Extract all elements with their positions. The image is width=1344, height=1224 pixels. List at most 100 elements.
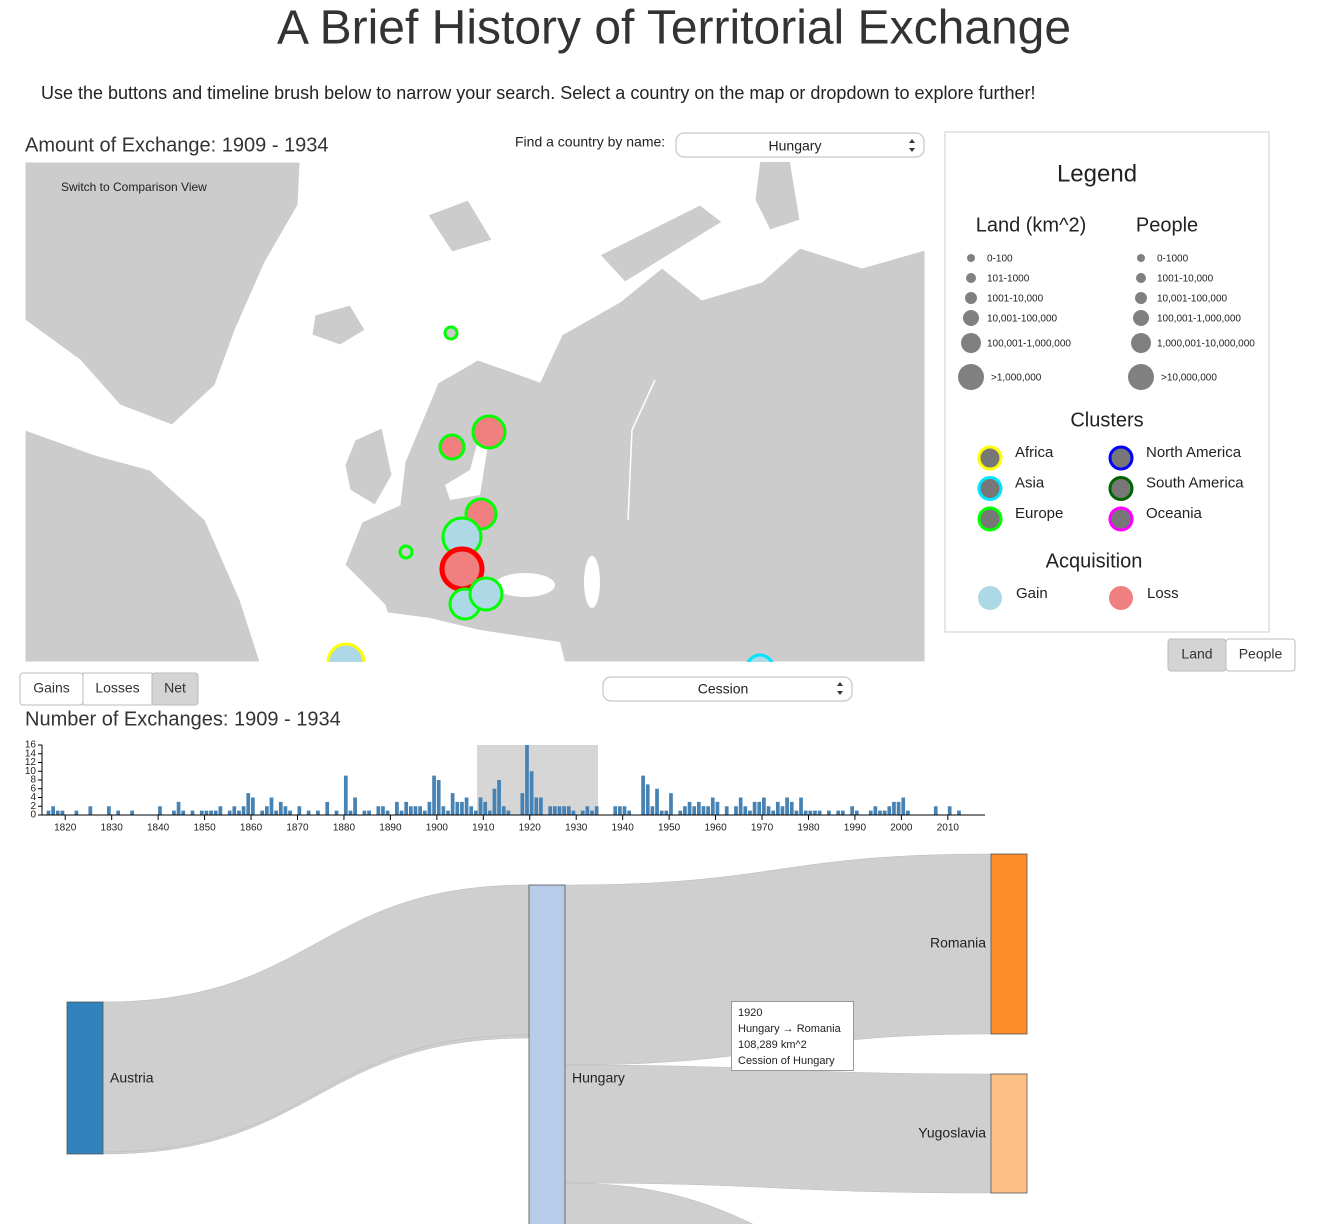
button-label[interactable]: Losses — [95, 680, 139, 696]
sankey-node[interactable] — [990, 853, 1028, 1035]
bar — [474, 810, 478, 815]
size-swatch — [1137, 254, 1145, 262]
bar — [552, 806, 557, 815]
bar — [325, 801, 330, 815]
bar — [789, 801, 794, 815]
bar — [687, 801, 692, 815]
x-tick-label: 1850 — [193, 823, 216, 834]
country-select[interactable]: Hungary — [675, 132, 925, 158]
bar — [854, 810, 859, 815]
bar — [227, 810, 232, 815]
people-title: People — [1136, 214, 1198, 236]
bar — [585, 806, 590, 815]
size-swatch — [1128, 364, 1154, 390]
y-tick-label: 2 — [30, 801, 36, 812]
button[interactable] — [151, 672, 199, 706]
size-swatch — [961, 333, 981, 353]
sankey-node-label: Hungary — [572, 1070, 625, 1086]
button-label[interactable]: People — [1239, 646, 1283, 662]
bar — [580, 810, 585, 815]
bar — [803, 810, 808, 815]
map-circle[interactable] — [398, 544, 414, 560]
bar — [650, 806, 655, 815]
bar — [506, 810, 511, 815]
bar — [60, 810, 65, 815]
button[interactable] — [82, 672, 153, 706]
bar — [766, 806, 771, 815]
buttons: Gains Losses Net Land People — [19, 638, 1296, 706]
bar — [715, 801, 720, 815]
bar — [780, 806, 785, 815]
sankey-node-label: Yugoslavia — [918, 1125, 986, 1141]
size-label: 100,001-1,000,000 — [987, 339, 1071, 350]
bar — [497, 780, 501, 815]
bar — [878, 810, 882, 815]
select-box[interactable] — [675, 132, 925, 158]
map-circles — [326, 325, 774, 681]
bar — [172, 810, 176, 815]
map[interactable]: Switch to Comparison View — [25, 160, 925, 681]
bar — [701, 806, 706, 815]
map-circle[interactable] — [471, 414, 507, 450]
legend-box — [944, 131, 1270, 633]
bar — [422, 810, 427, 815]
bar — [316, 810, 320, 815]
map-circle[interactable] — [326, 642, 366, 680]
bar — [436, 780, 441, 815]
sankey-node-label: Romania — [930, 935, 986, 951]
bar — [873, 806, 878, 815]
y-tick-label: 4 — [30, 792, 36, 803]
type-select[interactable]: Cession — [602, 676, 853, 702]
sankey-node[interactable] — [66, 1001, 104, 1155]
bar — [882, 810, 887, 815]
select-value[interactable]: Hungary — [769, 138, 822, 154]
button-label[interactable]: Gains — [33, 680, 70, 696]
bar — [204, 810, 209, 815]
instructions: Use the buttons and timeline brush below… — [41, 83, 1036, 103]
bar — [836, 810, 841, 815]
view-toggle[interactable]: Switch to Comparison View — [61, 180, 207, 194]
bar — [376, 806, 381, 815]
button-label[interactable]: Net — [164, 680, 186, 696]
cluster-label: North America — [1146, 444, 1242, 461]
bar — [752, 801, 757, 815]
bar — [478, 797, 483, 815]
map-circle[interactable] — [746, 653, 774, 681]
sankey-node-label: Austria — [110, 1070, 154, 1086]
bar — [641, 775, 645, 815]
bar — [706, 806, 710, 815]
bar — [799, 797, 803, 815]
histogram-title: Number of Exchanges: 1909 - 1934 — [25, 708, 341, 730]
acquisition-title: Acquisition — [1046, 550, 1143, 572]
bar — [399, 810, 404, 815]
button[interactable] — [1225, 638, 1296, 672]
map-circle[interactable] — [443, 325, 459, 341]
sankey-node[interactable] — [528, 884, 566, 1224]
size-swatch — [1135, 292, 1147, 304]
tooltip-line: 108,289 km^2 — [738, 1039, 807, 1051]
bar — [771, 810, 776, 815]
bar — [659, 810, 664, 815]
bar — [209, 810, 213, 815]
bar — [868, 810, 873, 815]
bar — [957, 810, 961, 815]
bar — [622, 806, 627, 815]
cluster-swatch — [1108, 476, 1134, 501]
x-tick-label: 1970 — [751, 823, 774, 834]
find-label: Find a country by name: — [515, 134, 665, 150]
bar — [190, 810, 195, 815]
size-swatch — [965, 292, 977, 304]
y-tick-label: 8 — [30, 775, 36, 786]
button-label[interactable]: Land — [1181, 646, 1212, 662]
map-circle[interactable] — [438, 433, 466, 461]
map-circle[interactable] — [468, 576, 504, 612]
select-value[interactable]: Cession — [698, 681, 749, 697]
y-tick-label: 14 — [25, 748, 37, 759]
size-swatch — [963, 310, 979, 326]
select-box[interactable] — [602, 676, 853, 702]
bar — [278, 801, 283, 815]
cluster-label: Oceania — [1146, 505, 1203, 522]
bar — [627, 810, 632, 815]
sankey-node[interactable] — [990, 1073, 1028, 1194]
